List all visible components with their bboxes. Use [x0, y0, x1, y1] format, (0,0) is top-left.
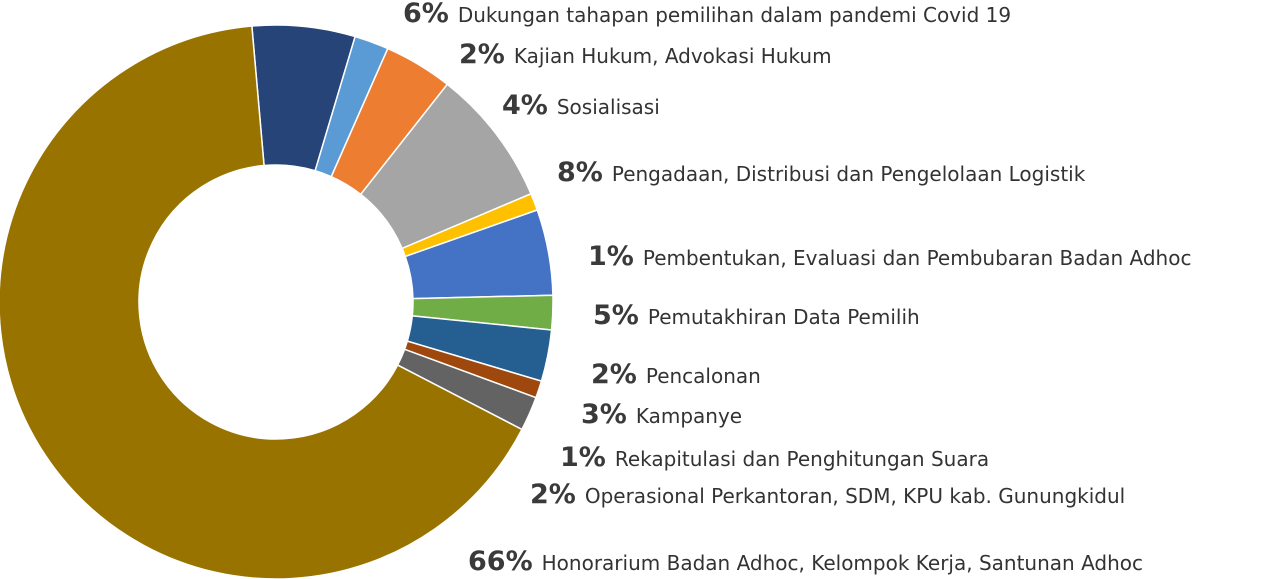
slice-percent-1: 2% [459, 39, 505, 70]
slice-percent-4: 1% [588, 241, 634, 272]
slice-category-7: Kampanye [636, 404, 742, 428]
slice-label-3: 8% Pengadaan, Distribusi dan Pengelolaan … [557, 157, 1086, 188]
slice-label-9: 2% Operasional Perkantoran, SDM, KPU kab.… [530, 479, 1125, 510]
donut-slices [0, 24, 554, 579]
slice-category-10: Honorarium Badan Adhoc, Kelompok Kerja, … [542, 551, 1143, 575]
slice-category-3: Pengadaan, Distribusi dan Pengelolaan Lo… [612, 162, 1086, 186]
slice-category-4: Pembentukan, Evaluasi dan Pembubaran Bad… [643, 246, 1192, 270]
slice-category-6: Pencalonan [646, 364, 761, 388]
slice-label-8: 1% Rekapitulasi dan Penghitungan Suara [560, 442, 989, 473]
slice-percent-10: 66% [468, 546, 533, 577]
slice-percent-3: 8% [557, 157, 603, 188]
slice-label-2: 4% Sosialisasi [502, 90, 660, 121]
slice-category-8: Rekapitulasi dan Penghitungan Suara [615, 447, 989, 471]
slice-percent-2: 4% [502, 90, 548, 121]
slice-category-5: Pemutakhiran Data Pemilih [648, 305, 920, 329]
slice-label-4: 1% Pembentukan, Evaluasi dan Pembubaran B… [588, 241, 1191, 272]
slice-percent-6: 2% [591, 359, 637, 390]
slice-category-2: Sosialisasi [557, 95, 660, 119]
slice-percent-9: 2% [530, 479, 576, 510]
slice-label-0: 6% Dukungan tahapan pemilihan dalam pande… [403, 0, 1011, 29]
slice-percent-7: 3% [581, 399, 627, 430]
slice-percent-0: 6% [403, 0, 449, 29]
slice-label-10: 66% Honorarium Badan Adhoc, Kelompok Kerj… [468, 546, 1143, 577]
slice-category-1: Kajian Hukum, Advokasi Hukum [514, 44, 832, 68]
slice-label-6: 2% Pencalonan [591, 359, 761, 390]
slice-label-1: 2% Kajian Hukum, Advokasi Hukum [459, 39, 832, 70]
slice-label-5: 5% Pemutakhiran Data Pemilih [593, 300, 920, 331]
slice-percent-8: 1% [560, 442, 606, 473]
donut-slice-10 [0, 25, 523, 579]
slice-labels: 6% Dukungan tahapan pemilihan dalam pande… [403, 0, 1191, 577]
slice-category-9: Operasional Perkantoran, SDM, KPU kab. G… [585, 484, 1125, 508]
slice-label-7: 3% Kampanye [581, 399, 742, 430]
slice-percent-5: 5% [593, 300, 639, 331]
slice-category-0: Dukungan tahapan pemilihan dalam pandemi… [458, 3, 1011, 27]
